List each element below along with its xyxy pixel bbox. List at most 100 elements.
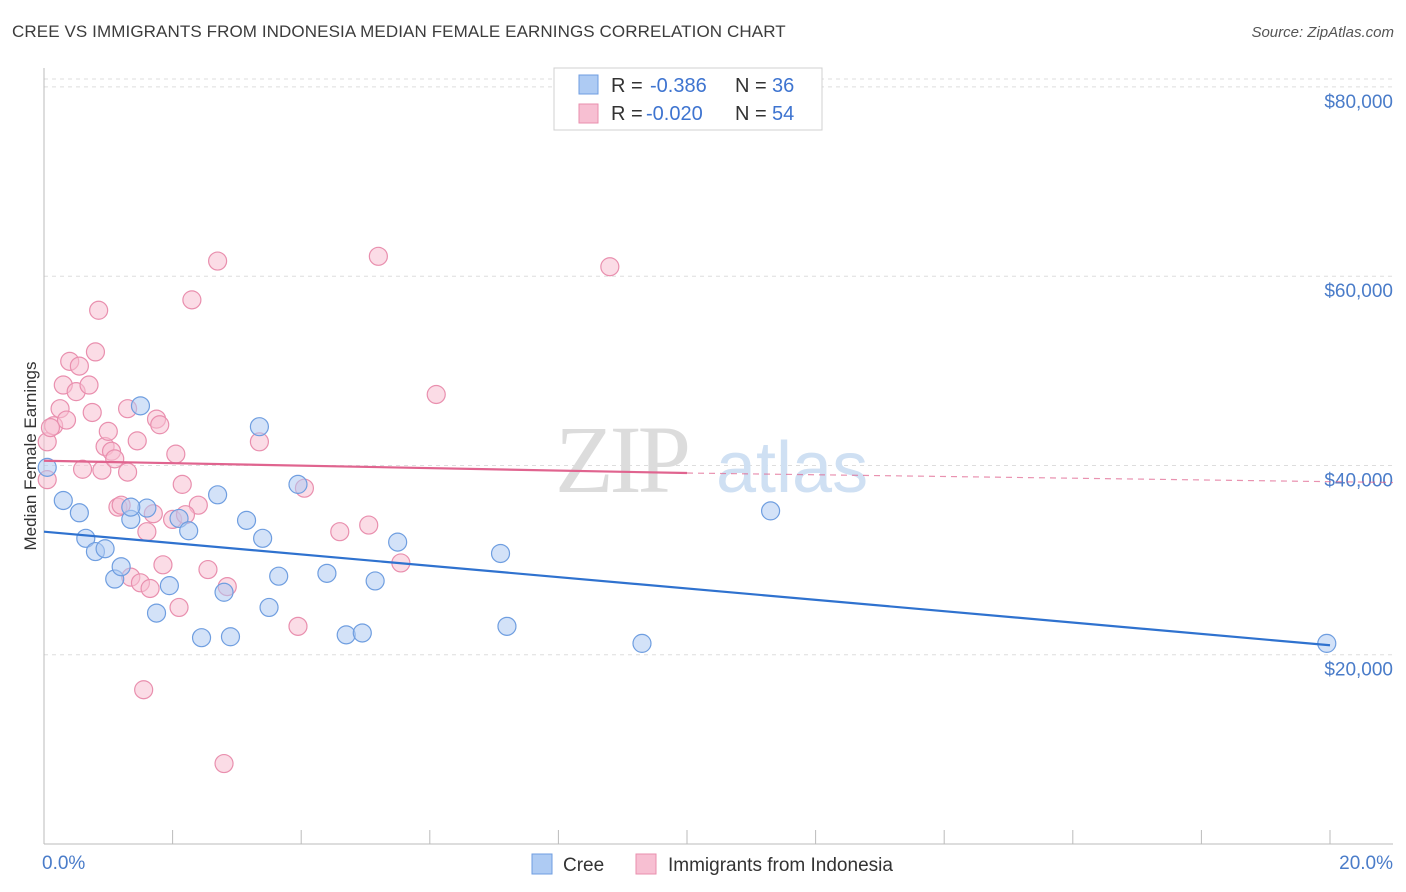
legend-r-label-cree: R =: [611, 75, 643, 97]
cree-point: [269, 566, 289, 586]
indonesia-point: [134, 680, 154, 700]
cree-point: [760, 501, 781, 521]
indonesia-point: [82, 402, 102, 423]
cree-point: [352, 623, 372, 643]
indonesia-point: [359, 515, 379, 535]
legend-r-value-indonesia: -0.020: [646, 103, 703, 125]
watermark: ZIP atlas: [555, 406, 868, 513]
indonesia-point: [127, 431, 147, 451]
indonesia-point: [40, 418, 61, 438]
cree-point: [632, 633, 652, 653]
cree-point: [146, 603, 167, 623]
indonesia-point: [153, 555, 173, 575]
y-tick-label: $40,000: [1324, 470, 1393, 491]
indonesia-trend-extension: [686, 472, 1394, 484]
indonesia-point: [98, 421, 118, 441]
series-legend: Cree Immigrants from Indonesia: [531, 853, 893, 876]
cree-trend-line: [43, 530, 1331, 647]
indonesia-point: [426, 384, 446, 405]
source-credit: Source: ZipAtlas.com: [1251, 24, 1394, 41]
indonesia-point: [150, 415, 170, 435]
cree-swatch: [578, 74, 599, 95]
cree-point: [111, 557, 131, 577]
cree-point: [259, 597, 279, 618]
cree-point: [497, 616, 517, 636]
x-tick-label-end: 20.0%: [1339, 853, 1393, 874]
cree-point: [249, 417, 270, 437]
cree-point: [220, 627, 241, 647]
cree-point: [76, 528, 96, 548]
indonesia-point: [117, 462, 138, 482]
indonesia-point: [72, 459, 93, 479]
cree-point: [130, 396, 151, 416]
chart-title: CREE VS IMMIGRANTS FROM INDONESIA MEDIAN…: [12, 22, 786, 41]
indonesia-point: [169, 597, 189, 618]
cree-point: [214, 582, 234, 602]
cree-point: [336, 625, 356, 645]
watermark-zip: ZIP: [555, 406, 688, 513]
cree-point: [95, 539, 115, 559]
y-axis-label: Median Female Earnings: [21, 362, 40, 551]
y-tick-label: $20,000: [1324, 660, 1393, 681]
gridlines: [44, 78, 1393, 656]
indonesia-point: [600, 257, 620, 277]
cree-point: [53, 490, 73, 511]
cree-point: [288, 474, 308, 494]
stats-legend: R = -0.386 N = 36 R = -0.020 N = 54: [553, 67, 823, 131]
cree-point: [179, 521, 199, 541]
legend-n-label-cree: N =: [735, 75, 767, 97]
indonesia-point: [172, 474, 192, 494]
cree-point: [37, 457, 57, 477]
indonesia-legend-label: Immigrants from Indonesia: [668, 855, 893, 876]
indonesia-point: [56, 410, 77, 430]
indonesia-legend-swatch: [635, 853, 657, 875]
indonesia-point: [140, 578, 160, 599]
indonesia-point: [79, 375, 99, 395]
indonesia-point: [188, 495, 208, 515]
indonesia-point: [368, 246, 388, 266]
cree-point: [388, 532, 408, 552]
legend-n-label-indonesia: N =: [735, 103, 767, 125]
y-tick-label: $60,000: [1324, 281, 1393, 302]
trend-lines: [43, 459, 1394, 647]
indonesia-trend-line: [43, 459, 688, 475]
indonesia-point: [105, 449, 125, 469]
indonesia-point: [89, 300, 109, 320]
cree-legend-swatch: [531, 853, 553, 875]
cree-point: [490, 543, 511, 564]
cree-point: [69, 503, 89, 523]
indonesia-point: [166, 444, 186, 464]
cree-legend-label: Cree: [563, 855, 604, 876]
indonesia-point: [288, 616, 308, 636]
cree-point: [121, 497, 141, 517]
axes: [43, 68, 1393, 845]
cree-point: [365, 571, 385, 591]
y-tick-labels: $20,000 $40,000 $60,000 $80,000: [1324, 92, 1393, 681]
indonesia-point: [69, 356, 89, 376]
cree-point: [159, 576, 179, 596]
cree-point: [137, 498, 157, 518]
cree-point: [208, 485, 228, 505]
x-tick-marks: [43, 830, 1331, 844]
indonesia-point: [214, 753, 234, 774]
legend-r-label-indonesia: R =: [611, 103, 643, 125]
x-tick-label-start: 0.0%: [42, 853, 85, 874]
y-tick-label: $80,000: [1324, 92, 1393, 113]
indonesia-point: [198, 559, 218, 580]
indonesia-point: [330, 522, 350, 542]
cree-points: [37, 396, 1337, 653]
legend-n-value-indonesia: 54: [772, 103, 794, 125]
indonesia-point: [208, 251, 228, 271]
legend-n-value-cree: 36: [772, 75, 794, 97]
indonesia-swatch: [578, 103, 599, 124]
watermark-atlas: atlas: [716, 428, 868, 508]
cree-point: [253, 528, 273, 548]
stats-legend-box: [553, 67, 823, 131]
cree-point: [191, 628, 212, 648]
indonesia-point: [85, 342, 106, 362]
cree-point: [236, 510, 257, 530]
cree-point: [317, 563, 337, 583]
indonesia-point: [137, 522, 157, 542]
indonesia-point: [182, 290, 202, 310]
